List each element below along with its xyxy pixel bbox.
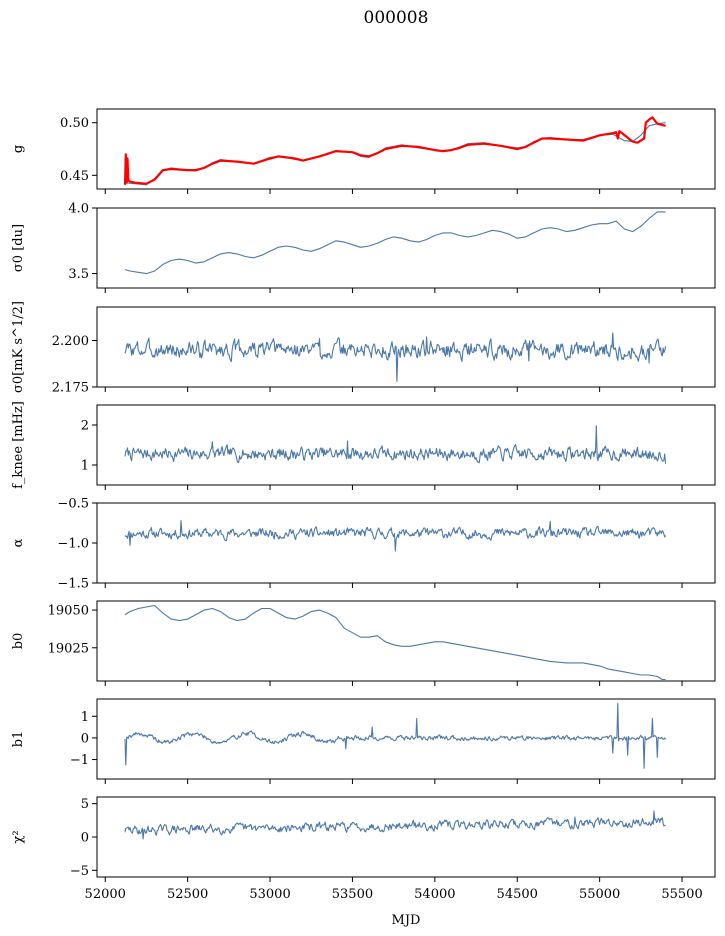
y-tick-label-g: 0.50 [60, 116, 89, 131]
x-tick-label: 53500 [332, 887, 373, 902]
y-tick-label-fknee: 2 [81, 419, 89, 434]
axes-frame-g [96, 108, 716, 190]
series-line-sigma0-0 [124, 211, 666, 275]
y-axis-label-alpha: α [11, 538, 26, 547]
y-tick-label-sigma0: 4.0 [68, 202, 89, 217]
panel-g: 0.45 0.50 g [11, 108, 716, 194]
y-tick-label-sigma0: 3.5 [68, 267, 89, 282]
series-line-b1-0 [124, 702, 667, 769]
axes-frame-b1 [96, 698, 716, 780]
series-line-g-1 [123, 116, 666, 185]
axes-frame-alpha [96, 502, 716, 584]
x-tick-label: 54500 [497, 887, 538, 902]
axes-frame-sigma_flux [96, 306, 716, 388]
y-axis-label-sigma0: σ0 [du] [11, 224, 26, 272]
y-tick-label-b1: 0 [81, 731, 89, 746]
y-tick-label-alpha: −1.5 [57, 577, 89, 592]
x-tick-label: 52000 [85, 887, 126, 902]
panel-sigma_flux: 2.175 2.200 σ0[mK s^1/2] [11, 301, 716, 396]
y-axis-label-chi2: χ² [11, 830, 26, 843]
y-axis-label-b0: b0 [11, 633, 26, 650]
y-tick-label-b1: 1 [81, 710, 89, 725]
series-line-g-0 [124, 122, 666, 186]
x-tick-label: 55000 [579, 887, 620, 902]
y-tick-label-chi2: −5 [70, 864, 89, 879]
y-tick-label-b0: 19050 [48, 604, 89, 619]
y-tick-label-sigma_flux: 2.200 [52, 334, 89, 349]
series-line-chi2-0 [124, 810, 666, 840]
x-axis-label: MJD [392, 913, 421, 928]
y-tick-label-chi2: 5 [81, 797, 89, 812]
axes-frame-fknee [96, 404, 716, 486]
axes-frame-chi2 [96, 796, 716, 878]
x-tick-label: 53000 [249, 887, 290, 902]
y-axis-label-b1: b1 [11, 731, 26, 748]
x-tick-label: 54000 [414, 887, 455, 902]
panel-chi2: −5 0 5 52000 52500 53000 53500 54000 54500 55000 5… [11, 796, 716, 902]
y-tick-label-fknee: 1 [81, 459, 89, 474]
figure-title: 000008 [364, 8, 429, 28]
y-axis-label-g: g [11, 145, 26, 153]
axes-frame-sigma0 [96, 207, 716, 289]
panel-alpha: −1.5 −1.0 −0.5 α [11, 497, 716, 592]
series-line-sigma_flux-0 [124, 332, 667, 382]
y-tick-label-alpha: −1.0 [57, 537, 89, 552]
x-tick-label: 52500 [167, 887, 208, 902]
panel-sigma0: 3.5 4.0 σ0 [du] [11, 202, 716, 293]
panel-b0: 19025 19050 b0 [11, 600, 716, 686]
y-tick-label-alpha: −0.5 [57, 497, 89, 512]
panel-b1: −1 0 1 b1 [11, 698, 716, 784]
x-tick-label: 55500 [661, 887, 702, 902]
series-line-b0-0 [124, 604, 666, 681]
y-axis-label-fknee: f_knee [mHz] [11, 401, 26, 489]
y-tick-label-b0: 19025 [48, 641, 89, 656]
y-tick-label-g: 0.45 [60, 169, 89, 184]
y-tick-label-b1: −1 [70, 753, 89, 768]
y-tick-label-chi2: 0 [81, 831, 89, 846]
axes-frame-b0 [96, 600, 716, 682]
y-tick-label-sigma_flux: 2.175 [52, 381, 89, 396]
y-axis-label-sigma_flux: σ0[mK s^1/2] [11, 301, 26, 393]
series-line-fknee-0 [124, 425, 667, 464]
series-line-alpha-0 [124, 520, 667, 552]
panel-fknee: 1 2 f_knee [mHz] [11, 401, 716, 490]
